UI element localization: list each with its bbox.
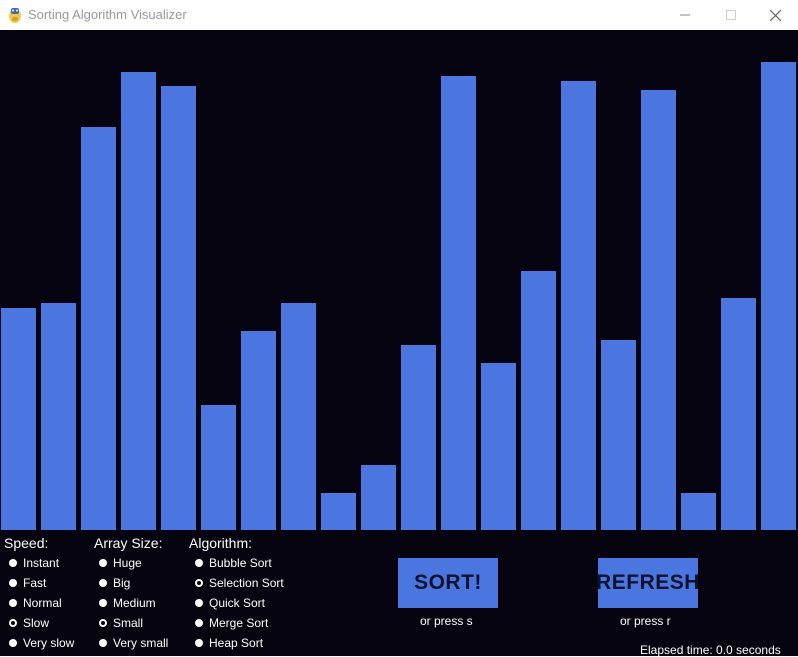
radio-icon bbox=[195, 639, 203, 647]
array-size-option-very-small[interactable]: Very small bbox=[99, 634, 168, 652]
radio-icon bbox=[99, 579, 107, 587]
close-button[interactable] bbox=[752, 0, 798, 30]
array-bar bbox=[481, 363, 516, 530]
refresh-button[interactable]: REFRESH bbox=[596, 558, 699, 608]
algorithm-option-label: Bubble Sort bbox=[209, 556, 272, 570]
minimize-button[interactable] bbox=[662, 0, 708, 30]
algorithm-option-quick-sort[interactable]: Quick Sort bbox=[195, 594, 265, 612]
speed-option-slow[interactable]: Slow bbox=[9, 614, 49, 632]
speed-option-label: Slow bbox=[23, 616, 50, 630]
radio-icon bbox=[9, 559, 17, 567]
array-bar bbox=[681, 493, 716, 530]
array-bar bbox=[641, 90, 676, 530]
speed-option-label: Very slow bbox=[23, 636, 75, 650]
speed-option-fast[interactable]: Fast bbox=[9, 574, 46, 592]
radio-icon bbox=[195, 619, 203, 627]
algorithm-title: Algorithm: bbox=[189, 535, 253, 551]
algorithm-option-merge-sort[interactable]: Merge Sort bbox=[195, 614, 268, 632]
sort-button[interactable]: SORT! bbox=[398, 558, 498, 608]
speed-title: Speed: bbox=[4, 535, 49, 551]
algorithm-option-label: Selection Sort bbox=[209, 576, 284, 590]
array-size-option-label: Very small bbox=[113, 636, 169, 650]
radio-icon bbox=[99, 599, 107, 607]
algorithm-option-heap-sort[interactable]: Heap Sort bbox=[195, 634, 263, 652]
array-bar bbox=[441, 76, 476, 530]
array-size-option-label: Big bbox=[113, 576, 131, 590]
bar-chart-area bbox=[0, 30, 798, 530]
array-bar bbox=[761, 62, 796, 530]
array-size-option-label: Medium bbox=[113, 596, 156, 610]
array-bar bbox=[121, 72, 156, 530]
radio-icon bbox=[9, 639, 17, 647]
array-bar bbox=[561, 81, 596, 530]
visualizer-canvas: Speed: Instant Fast Normal Slow Very slow Ar… bbox=[0, 30, 798, 657]
radio-icon bbox=[195, 599, 203, 607]
array-size-option-medium[interactable]: Medium bbox=[99, 594, 156, 612]
array-bar bbox=[1, 308, 36, 530]
close-icon bbox=[769, 9, 781, 21]
elapsed-time: Elapsed time: 0.0 seconds bbox=[640, 643, 781, 657]
python-snake-icon bbox=[9, 8, 21, 23]
speed-option-label: Instant bbox=[23, 556, 60, 570]
maximize-button[interactable] bbox=[708, 0, 754, 30]
radio-icon bbox=[9, 619, 17, 627]
radio-icon bbox=[99, 639, 107, 647]
array-bar bbox=[201, 405, 236, 530]
array-size-option-label: Huge bbox=[113, 556, 142, 570]
array-bar bbox=[401, 345, 436, 530]
algorithm-option-selection-sort[interactable]: Selection Sort bbox=[195, 574, 284, 592]
radio-icon bbox=[195, 559, 203, 567]
speed-option-instant[interactable]: Instant bbox=[9, 554, 59, 572]
algorithm-option-label: Merge Sort bbox=[209, 616, 269, 630]
array-size-title: Array Size: bbox=[94, 535, 163, 551]
refresh-hint: or press r bbox=[620, 614, 671, 628]
algorithm-option-label: Heap Sort bbox=[209, 636, 264, 650]
array-size-option-huge[interactable]: Huge bbox=[99, 554, 142, 572]
array-bar bbox=[161, 86, 196, 530]
array-bar bbox=[281, 303, 316, 530]
radio-icon bbox=[99, 619, 107, 627]
array-bar bbox=[41, 303, 76, 530]
minimize-icon bbox=[680, 14, 690, 16]
radio-icon bbox=[9, 599, 17, 607]
speed-option-normal[interactable]: Normal bbox=[9, 594, 62, 612]
window-title: Sorting Algorithm Visualizer bbox=[28, 7, 187, 22]
speed-option-very-slow[interactable]: Very slow bbox=[9, 634, 74, 652]
array-size-option-small[interactable]: Small bbox=[99, 614, 143, 632]
array-bar bbox=[521, 271, 556, 530]
speed-option-label: Normal bbox=[23, 596, 62, 610]
array-bar bbox=[361, 465, 396, 530]
sort-hint: or press s bbox=[420, 614, 473, 628]
array-size-option-big[interactable]: Big bbox=[99, 574, 130, 592]
radio-icon bbox=[195, 579, 203, 587]
array-bar bbox=[81, 127, 116, 530]
algorithm-option-bubble-sort[interactable]: Bubble Sort bbox=[195, 554, 272, 572]
array-size-option-label: Small bbox=[113, 616, 144, 630]
algorithm-option-label: Quick Sort bbox=[209, 596, 266, 610]
array-bar bbox=[241, 331, 276, 530]
maximize-icon bbox=[726, 10, 736, 20]
title-bar: Sorting Algorithm Visualizer bbox=[0, 0, 798, 30]
array-bar bbox=[321, 493, 356, 530]
radio-icon bbox=[99, 559, 107, 567]
speed-option-label: Fast bbox=[23, 576, 47, 590]
array-bar bbox=[721, 298, 756, 530]
array-bar bbox=[601, 340, 636, 530]
radio-icon bbox=[9, 579, 17, 587]
